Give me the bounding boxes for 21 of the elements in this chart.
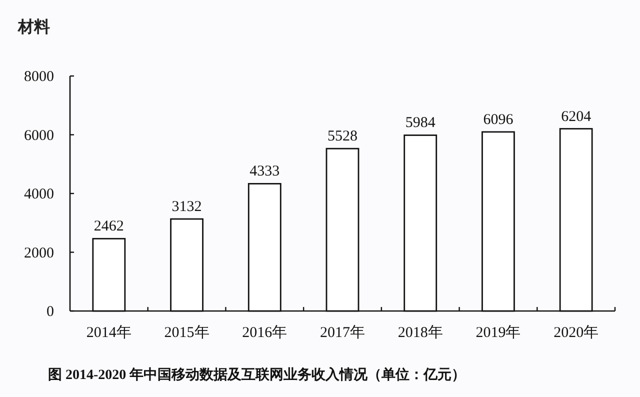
- x-tick-label: 2015年: [164, 324, 210, 341]
- data-label: 6204: [561, 108, 592, 125]
- data-label: 5528: [328, 128, 358, 145]
- data-label: 2462: [94, 218, 124, 235]
- x-tick-label: 2014年: [86, 324, 132, 341]
- x-tick-label: 2018年: [398, 324, 443, 341]
- data-label: 5984: [405, 115, 436, 132]
- x-tick-label: 2019年: [476, 324, 521, 341]
- caption: 图 2014-2020 年中国移动数据及互联网业务收入情况（单位：亿元）: [48, 367, 466, 383]
- data-label: 3132: [172, 198, 202, 215]
- x-tick-label: 2020年: [554, 324, 599, 341]
- x-tick-label: 2016年: [242, 324, 288, 341]
- y-tick-label: 2000: [24, 245, 54, 262]
- y-tick-label: 0: [46, 304, 54, 320]
- chart-title: 材料: [17, 18, 50, 36]
- y-tick-label: 8000: [24, 69, 54, 85]
- data-label: 4333: [250, 164, 280, 180]
- y-tick-label: 4000: [24, 186, 54, 202]
- y-tick-label: 6000: [24, 128, 54, 144]
- data-label: 6096: [483, 112, 514, 128]
- x-tick-label: 2017年: [320, 324, 365, 341]
